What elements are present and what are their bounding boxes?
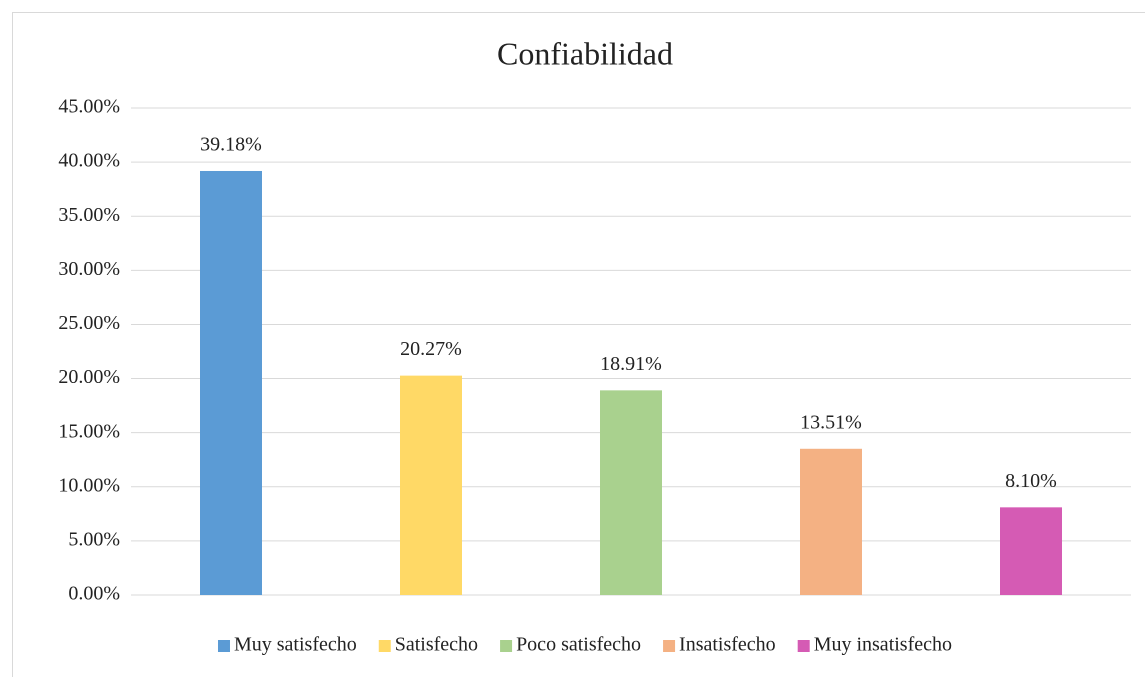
y-tick-label: 35.00% xyxy=(58,204,120,226)
data-label: 13.51% xyxy=(800,411,862,433)
y-tick-label: 10.00% xyxy=(58,474,120,496)
legend-label: Poco satisfecho xyxy=(516,634,641,656)
bar xyxy=(800,448,862,595)
legend-label: Muy insatisfecho xyxy=(814,634,952,656)
y-tick-label: 40.00% xyxy=(58,150,120,172)
data-label: 8.10% xyxy=(1005,470,1057,492)
y-tick-label: 30.00% xyxy=(58,258,120,280)
legend-label: Muy satisfecho xyxy=(234,634,357,656)
legend-swatch xyxy=(500,640,513,652)
bar xyxy=(200,170,262,595)
bar xyxy=(400,375,462,595)
legend-label: Satisfecho xyxy=(395,634,478,656)
y-tick-label: 0.00% xyxy=(68,583,120,605)
bar xyxy=(600,390,662,595)
data-label: 18.91% xyxy=(600,353,662,375)
bar xyxy=(1000,507,1062,595)
data-label: 39.18% xyxy=(200,134,262,156)
data-label: 20.27% xyxy=(400,338,462,360)
y-tick-label: 25.00% xyxy=(58,312,120,334)
y-tick-label: 15.00% xyxy=(58,420,120,442)
legend-label: Insatisfecho xyxy=(679,634,776,656)
legend-swatch xyxy=(378,640,391,652)
chart-border xyxy=(12,12,1145,677)
legend-swatch xyxy=(663,640,676,652)
legend-swatch xyxy=(217,640,230,652)
y-tick-label: 20.00% xyxy=(58,366,120,388)
y-tick-label: 45.00% xyxy=(58,96,120,118)
y-tick-label: 5.00% xyxy=(68,528,120,550)
legend-swatch xyxy=(797,640,810,652)
chart-title: Confiabilidad xyxy=(497,35,673,71)
